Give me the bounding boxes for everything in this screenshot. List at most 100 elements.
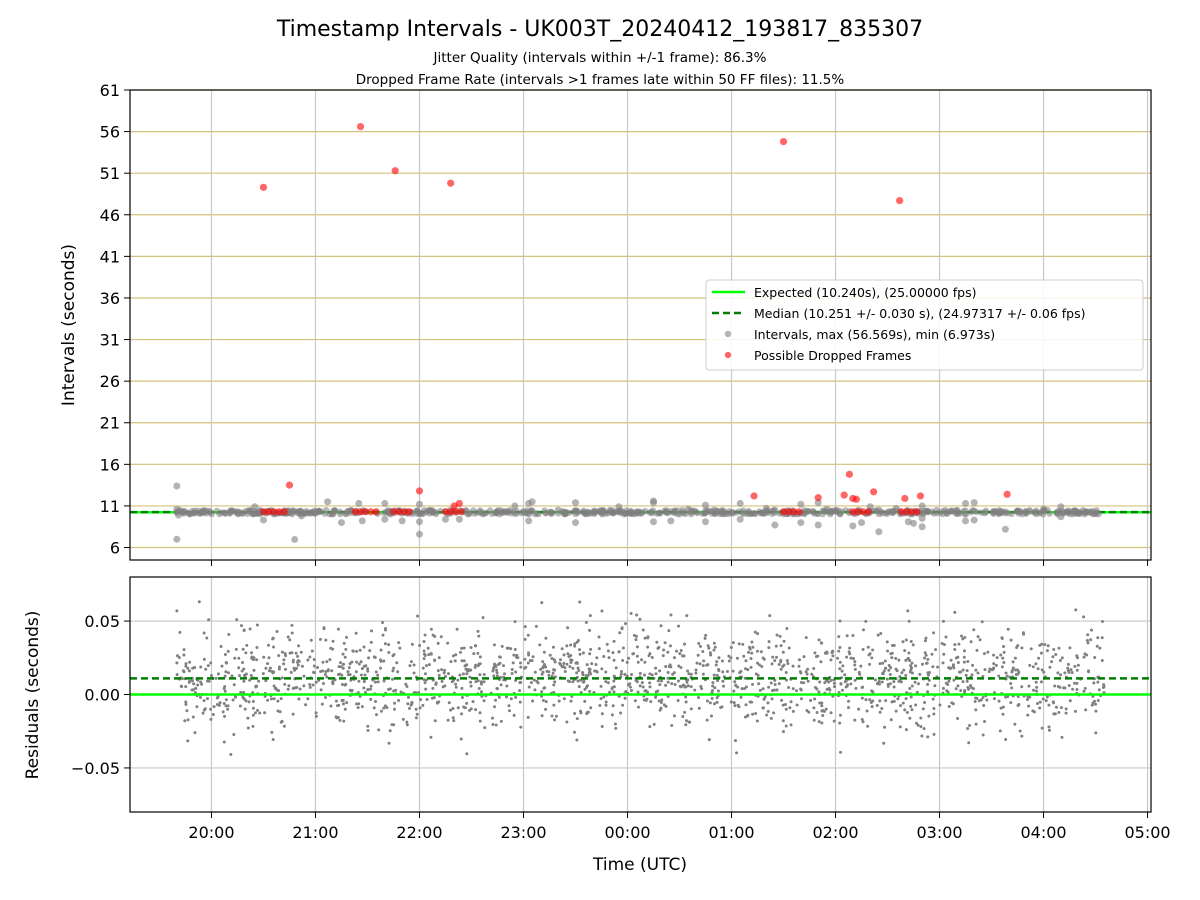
residual-point (237, 666, 241, 670)
residual-point (715, 660, 719, 664)
residual-point (571, 680, 575, 684)
residual-point (828, 688, 832, 692)
x-tick-label: 03:00 (916, 823, 962, 842)
residual-point (767, 685, 771, 689)
interval-point (242, 507, 249, 515)
residual-point (379, 709, 383, 713)
residual-point (648, 652, 652, 656)
residual-point (495, 686, 499, 690)
residual-point (973, 699, 977, 703)
residual-point (845, 655, 849, 659)
residual-point (248, 678, 252, 682)
residual-point (813, 697, 817, 701)
residual-point (350, 688, 354, 692)
residual-point (933, 684, 937, 688)
residual-point (987, 670, 991, 674)
residual-point (1100, 659, 1104, 663)
residual-point (894, 709, 898, 713)
residual-point (387, 741, 391, 745)
residual-point (614, 666, 618, 670)
residual-point (1059, 673, 1063, 677)
residual-point (442, 671, 446, 675)
residual-point (804, 670, 808, 674)
residual-point (873, 678, 877, 682)
residual-point (478, 711, 482, 715)
residual-point (909, 664, 913, 668)
interval-point (771, 521, 779, 529)
residual-point (870, 689, 874, 693)
residual-point (343, 707, 347, 711)
residual-point (710, 696, 714, 700)
residual-point (519, 725, 523, 729)
intervals-y-tick-label: 46 (100, 206, 120, 225)
interval-point (289, 507, 296, 514)
residual-point (1068, 646, 1072, 650)
legend-median-label: Median (10.251 +/- 0.030 s), (24.97317 +… (754, 306, 1085, 321)
dropped-frame-point (897, 508, 905, 516)
residual-point (779, 667, 783, 671)
residual-point (956, 684, 960, 688)
residual-point (1051, 655, 1055, 659)
interval-point (716, 510, 724, 518)
residual-point (884, 699, 888, 703)
residual-point (1096, 699, 1100, 703)
residual-point (552, 668, 556, 672)
residual-point (533, 688, 537, 692)
residual-point (804, 636, 808, 640)
residual-point (1045, 695, 1049, 699)
residual-point (462, 646, 466, 650)
residual-point (1009, 681, 1013, 685)
residual-point (274, 686, 278, 690)
interval-point (528, 498, 536, 506)
residual-point (186, 739, 190, 743)
residual-point (938, 703, 942, 707)
residual-point (255, 658, 259, 662)
residual-point (242, 628, 246, 632)
residual-point (483, 726, 487, 730)
residual-point (894, 667, 898, 671)
legend-intervals-swatch (724, 330, 732, 338)
residual-point (612, 639, 616, 643)
interval-point (562, 509, 570, 516)
residual-point (436, 669, 440, 673)
residual-point (339, 665, 343, 669)
residual-point (635, 613, 639, 617)
residual-point (748, 700, 752, 704)
residual-point (588, 690, 592, 694)
residual-point (451, 716, 455, 720)
residual-point (992, 653, 996, 657)
dropped-frame-point (270, 508, 278, 516)
residual-point (892, 685, 896, 689)
residual-point (374, 713, 378, 717)
residual-point (232, 733, 236, 737)
residual-point (250, 656, 254, 660)
residual-point (735, 656, 739, 660)
residual-point (701, 649, 705, 653)
x-tick-label: 22:00 (396, 823, 442, 842)
residual-point (595, 670, 599, 674)
residual-point (288, 638, 292, 642)
residual-point (789, 700, 793, 704)
residual-point (701, 664, 705, 668)
residual-point (1085, 638, 1089, 642)
residual-point (191, 715, 195, 719)
residual-point (994, 663, 998, 667)
residual-point (668, 663, 672, 667)
residual-point (749, 656, 753, 660)
residual-point (211, 712, 215, 716)
dropped-frame-point (779, 508, 788, 516)
residual-point (972, 628, 976, 632)
residual-point (716, 689, 720, 693)
residual-point (258, 711, 262, 715)
residual-point (620, 627, 624, 631)
residual-point (914, 664, 918, 668)
residual-point (840, 688, 844, 692)
residual-point (474, 708, 478, 712)
residual-point (695, 661, 699, 665)
residual-point (681, 714, 685, 718)
residual-point (550, 656, 554, 660)
residual-point (976, 671, 980, 675)
residual-point (1096, 636, 1100, 640)
residual-point (708, 651, 712, 655)
residual-point (423, 672, 427, 676)
